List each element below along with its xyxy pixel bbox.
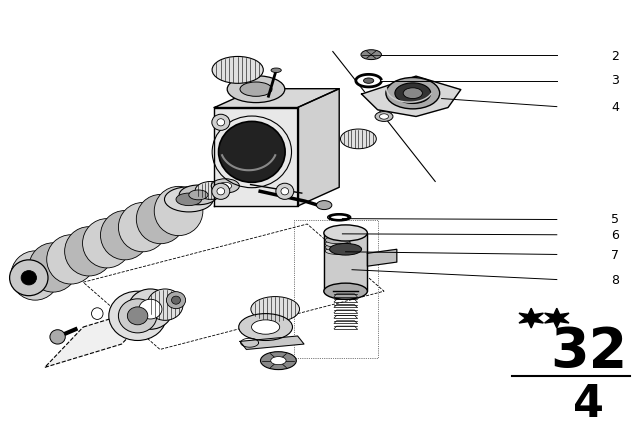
Ellipse shape: [364, 78, 374, 83]
Ellipse shape: [195, 181, 227, 199]
Ellipse shape: [147, 289, 183, 320]
Text: 5: 5: [611, 213, 619, 226]
Polygon shape: [362, 76, 461, 116]
Ellipse shape: [212, 56, 263, 83]
Ellipse shape: [65, 227, 113, 276]
Ellipse shape: [328, 214, 351, 221]
Ellipse shape: [217, 119, 225, 126]
Ellipse shape: [252, 320, 280, 334]
Ellipse shape: [212, 114, 230, 130]
Ellipse shape: [83, 219, 131, 268]
Ellipse shape: [128, 289, 173, 329]
Ellipse shape: [227, 76, 285, 103]
Ellipse shape: [10, 260, 48, 296]
Ellipse shape: [109, 291, 166, 340]
Ellipse shape: [166, 292, 186, 309]
Ellipse shape: [325, 229, 351, 238]
Text: 6: 6: [611, 228, 619, 242]
Ellipse shape: [21, 271, 36, 285]
Text: 2: 2: [611, 49, 619, 63]
Ellipse shape: [239, 314, 292, 340]
Polygon shape: [214, 89, 339, 108]
Ellipse shape: [179, 185, 218, 205]
Ellipse shape: [340, 129, 376, 149]
Ellipse shape: [361, 50, 381, 60]
Polygon shape: [324, 233, 367, 291]
Ellipse shape: [92, 308, 103, 319]
Ellipse shape: [139, 299, 162, 319]
Polygon shape: [214, 108, 298, 206]
Polygon shape: [545, 308, 569, 328]
Ellipse shape: [217, 188, 225, 195]
Ellipse shape: [403, 88, 422, 99]
Text: 32: 32: [550, 325, 627, 379]
Text: 3: 3: [611, 74, 619, 87]
Ellipse shape: [118, 202, 167, 252]
Ellipse shape: [212, 183, 230, 199]
Polygon shape: [298, 89, 339, 206]
Ellipse shape: [276, 183, 294, 199]
Ellipse shape: [211, 179, 239, 193]
Ellipse shape: [136, 194, 185, 244]
Ellipse shape: [118, 299, 157, 333]
Text: 4: 4: [573, 383, 604, 426]
Ellipse shape: [11, 251, 60, 300]
Ellipse shape: [325, 237, 351, 244]
Ellipse shape: [271, 68, 282, 73]
Ellipse shape: [50, 330, 65, 344]
Ellipse shape: [100, 211, 149, 260]
Ellipse shape: [325, 244, 351, 251]
Ellipse shape: [386, 78, 440, 109]
Text: 8: 8: [611, 273, 619, 287]
Ellipse shape: [325, 240, 351, 247]
Ellipse shape: [271, 357, 286, 365]
Ellipse shape: [260, 352, 296, 370]
Ellipse shape: [219, 121, 285, 182]
Ellipse shape: [189, 190, 208, 200]
Ellipse shape: [380, 114, 388, 119]
Ellipse shape: [324, 283, 367, 299]
Ellipse shape: [395, 83, 431, 103]
Ellipse shape: [176, 193, 202, 206]
Polygon shape: [45, 304, 160, 367]
Ellipse shape: [29, 243, 77, 292]
Ellipse shape: [332, 232, 344, 236]
Polygon shape: [240, 336, 304, 349]
Ellipse shape: [240, 82, 272, 96]
Polygon shape: [519, 308, 543, 328]
Ellipse shape: [164, 187, 213, 212]
Ellipse shape: [330, 243, 362, 255]
Ellipse shape: [317, 201, 332, 210]
Text: 7: 7: [611, 249, 619, 262]
Ellipse shape: [154, 186, 203, 236]
Ellipse shape: [375, 112, 393, 121]
Polygon shape: [367, 249, 397, 266]
Ellipse shape: [281, 188, 289, 195]
Ellipse shape: [324, 225, 367, 241]
Ellipse shape: [127, 307, 148, 325]
Text: 4: 4: [611, 101, 619, 114]
Ellipse shape: [325, 247, 351, 254]
Ellipse shape: [219, 182, 232, 190]
Ellipse shape: [251, 297, 300, 322]
Ellipse shape: [47, 235, 95, 284]
Ellipse shape: [129, 299, 140, 310]
Ellipse shape: [172, 296, 180, 304]
